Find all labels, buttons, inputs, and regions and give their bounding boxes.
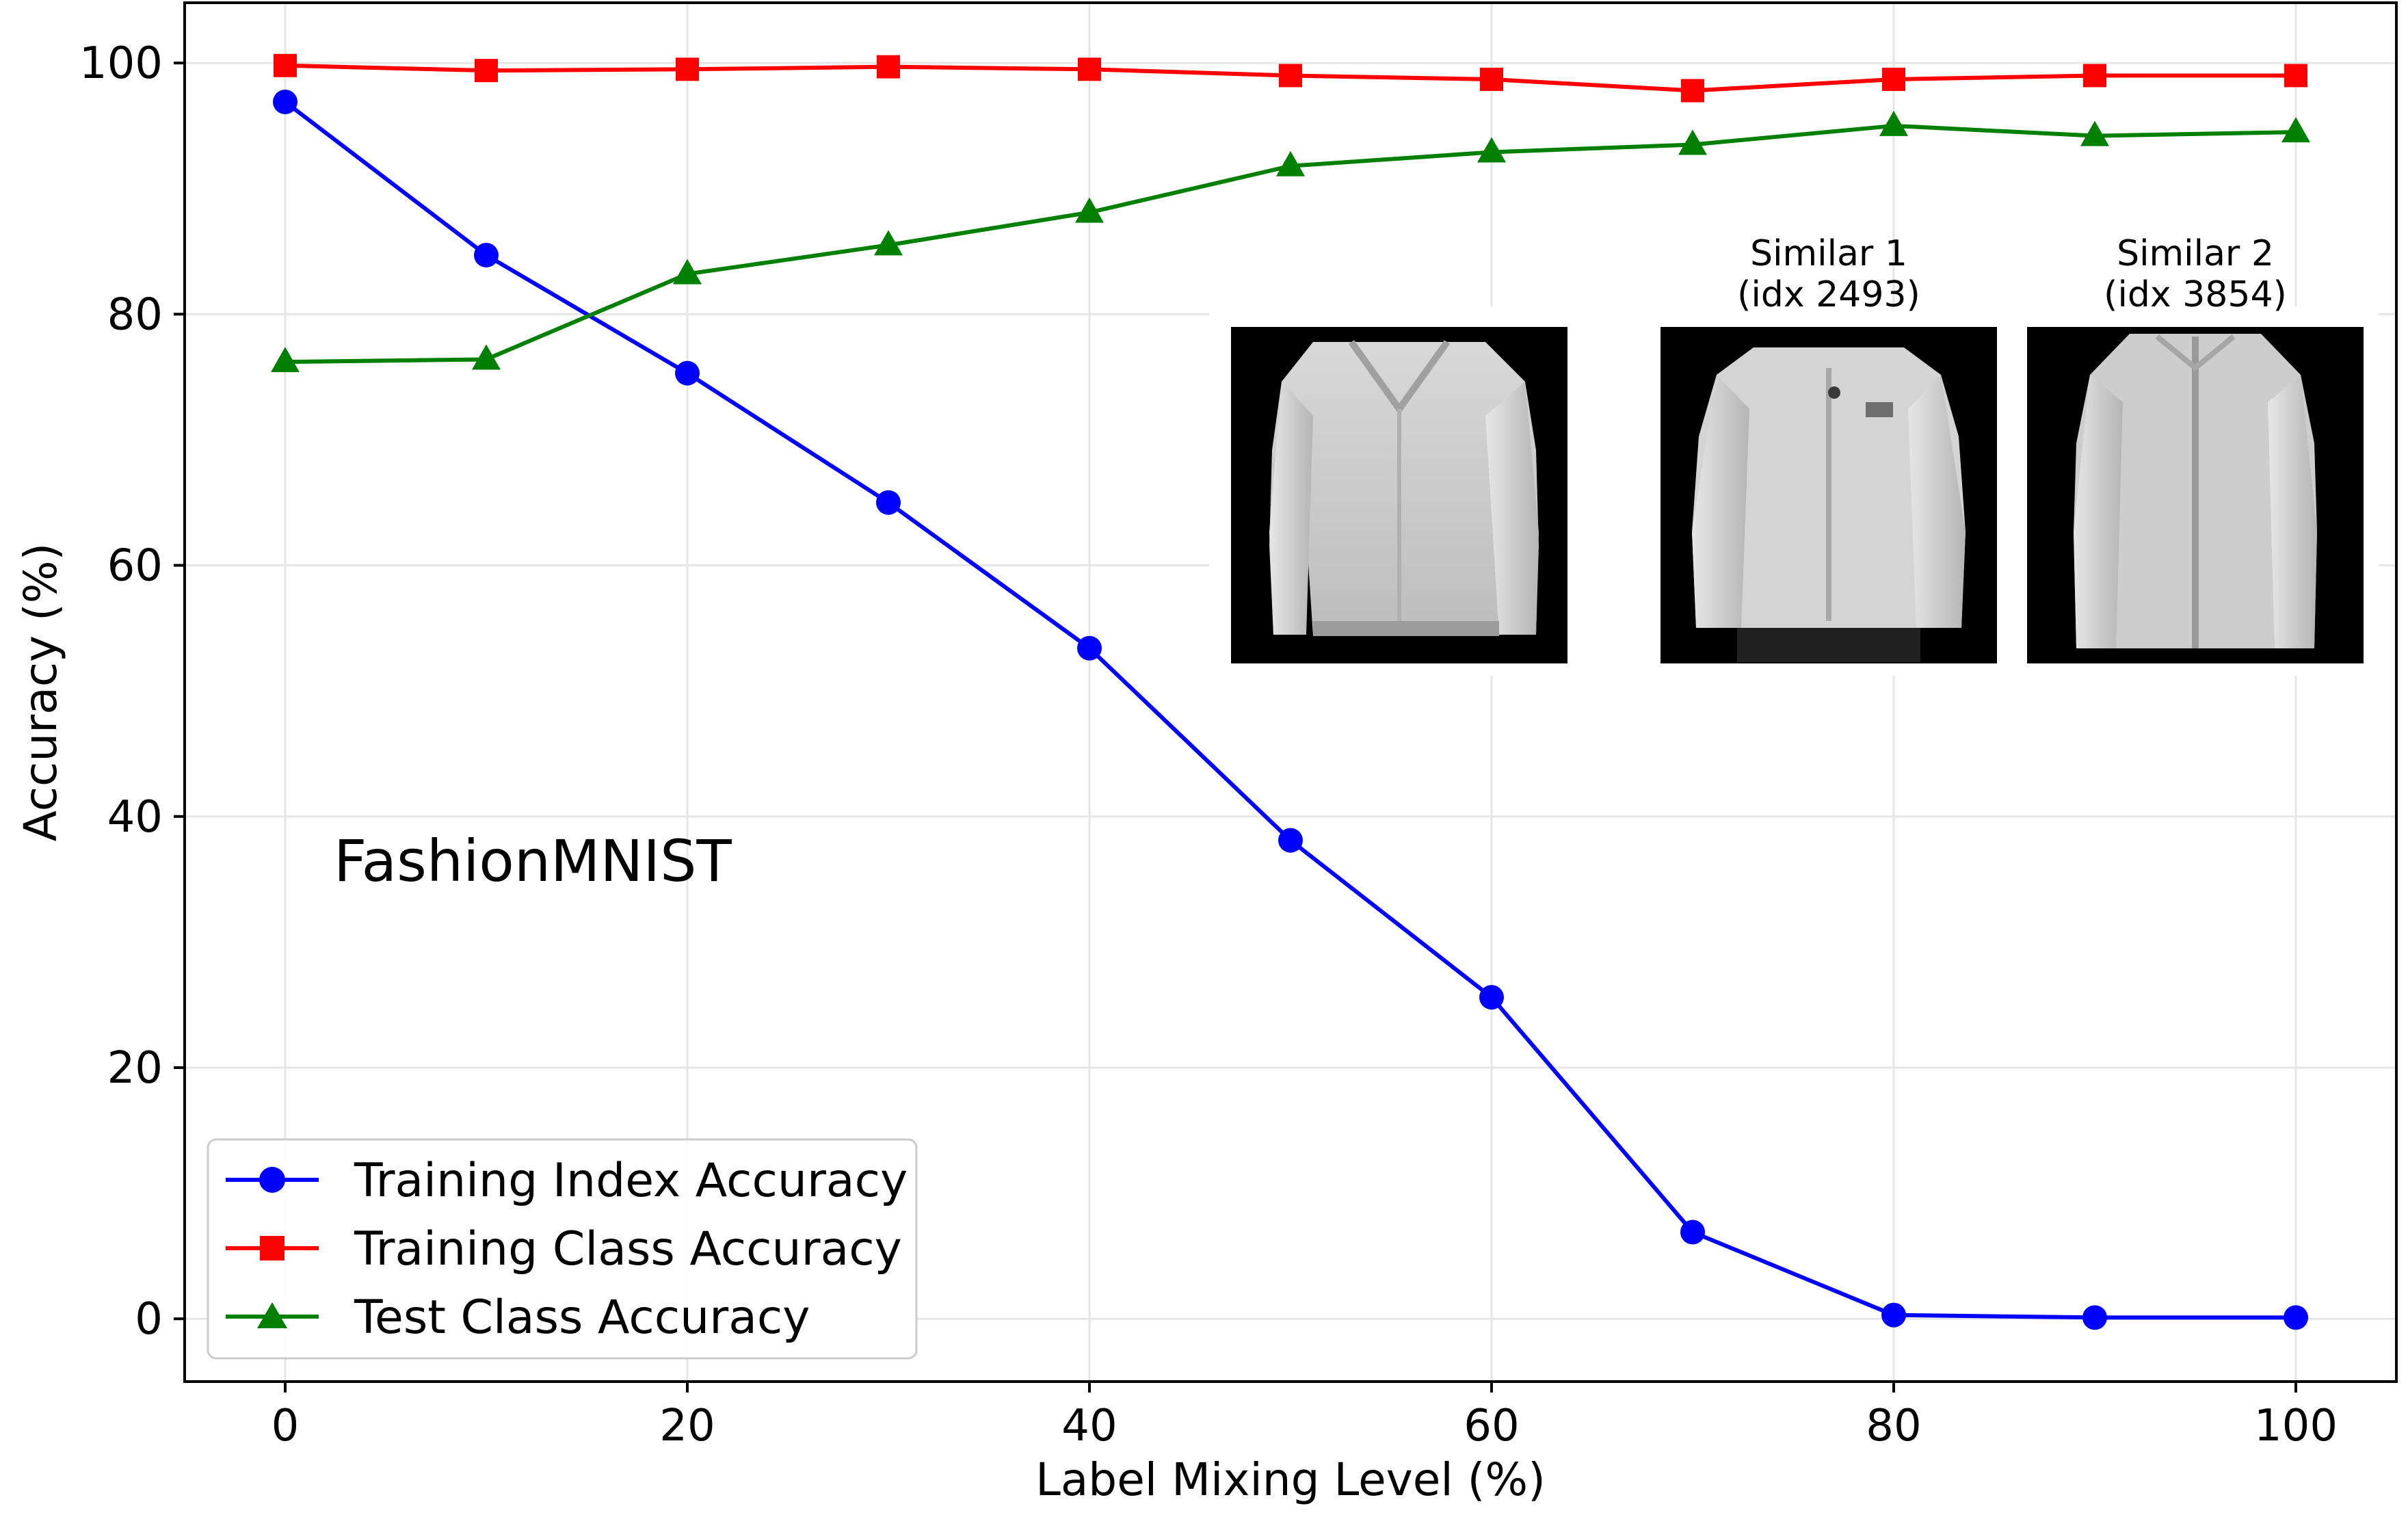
y-tick-label: 80 [107, 289, 163, 340]
y-tick-label: 40 [107, 792, 163, 843]
data-point-square [1078, 57, 1101, 81]
y-tick-label: 0 [135, 1294, 163, 1345]
data-point-circle [1077, 635, 1102, 661]
legend-box [207, 1138, 918, 1360]
data-point-triangle [472, 344, 501, 370]
inset-title-similar-2-line-2: (idx 3854) [2104, 274, 2287, 315]
data-point-square [1279, 64, 1302, 88]
data-point-triangle [2281, 117, 2310, 143]
data-point-square [475, 59, 498, 83]
x-tick-label: 40 [1061, 1401, 1117, 1451]
x-tick-label: 100 [2254, 1401, 2338, 1451]
data-point-circle [675, 360, 700, 386]
legend-marker-triangle [257, 1302, 287, 1328]
series-markers [271, 53, 2310, 1330]
data-point-circle [1479, 985, 1504, 1010]
data-point-triangle [1879, 110, 1908, 136]
y-tick-label: 60 [107, 541, 163, 592]
data-point-triangle [271, 347, 300, 373]
data-point-triangle [1075, 197, 1104, 223]
legend-marker-circle [259, 1167, 285, 1193]
data-point-circle [1278, 828, 1303, 853]
data-point-square [1882, 68, 1905, 91]
data-point-square [2284, 64, 2307, 88]
legend: Training Index Accuracy Training Class A… [207, 1138, 918, 1360]
inset-image-query [1231, 327, 1567, 663]
y-axis-title: Accuracy (%) [14, 543, 67, 842]
data-point-square [1681, 79, 1704, 103]
legend-label-training-class: Training Class Accuracy [354, 1222, 902, 1276]
inset-title-similar-1-line-1: Similar 1 [1750, 233, 1907, 274]
data-point-triangle [1477, 137, 1506, 163]
data-point-square [2083, 64, 2106, 88]
data-point-triangle [874, 230, 903, 256]
inset-image-similar-1 [1661, 327, 1997, 663]
data-point-triangle [1678, 129, 1707, 155]
data-point-triangle [1276, 150, 1305, 176]
data-point-circle [474, 243, 499, 268]
legend-entry-training-index: Training Index Accuracy [226, 1154, 908, 1208]
ticks: 0 20 40 60 80 100 0 20 40 60 80 100 [79, 38, 2338, 1451]
legend-entry-test-class: Test Class Accuracy [226, 1291, 810, 1345]
x-tick-label: 0 [272, 1401, 300, 1451]
data-point-circle [2284, 1305, 2308, 1330]
dataset-annotation: FashionMNIST [334, 828, 732, 895]
data-point-circle [1680, 1219, 1705, 1245]
legend-marker-square [260, 1236, 285, 1261]
plot-frame [183, 1, 2398, 1383]
inset-title-similar-1-line-2: (idx 2493) [1737, 274, 1920, 315]
inset-title-similar-2-line-1: Similar 2 [2117, 233, 2274, 274]
x-tick-label: 80 [1866, 1401, 1921, 1451]
x-tick-label: 60 [1464, 1401, 1519, 1451]
x-tick-label: 20 [659, 1401, 715, 1451]
data-point-square [274, 53, 297, 77]
inset-images: Similar 1 (idx 2493) Similar 2 (idx 3854… [1209, 233, 2379, 676]
data-point-circle [273, 90, 297, 115]
data-point-triangle [673, 259, 702, 285]
data-point-square [877, 55, 900, 79]
data-point-square [1480, 68, 1503, 91]
data-point-square [676, 57, 699, 81]
data-point-circle [1881, 1302, 1906, 1328]
y-tick-label: 100 [79, 38, 163, 89]
y-tick-label: 20 [107, 1043, 163, 1094]
inset-image-similar-2 [2027, 327, 2364, 663]
data-point-triangle [2080, 120, 2109, 146]
data-point-circle [876, 490, 901, 515]
legend-label-training-index: Training Index Accuracy [354, 1154, 908, 1208]
x-axis-title: Label Mixing Level (%) [1035, 1453, 1546, 1506]
legend-entry-training-class: Training Class Accuracy [226, 1222, 902, 1276]
legend-label-test-class: Test Class Accuracy [354, 1291, 810, 1345]
data-point-circle [2082, 1305, 2107, 1330]
